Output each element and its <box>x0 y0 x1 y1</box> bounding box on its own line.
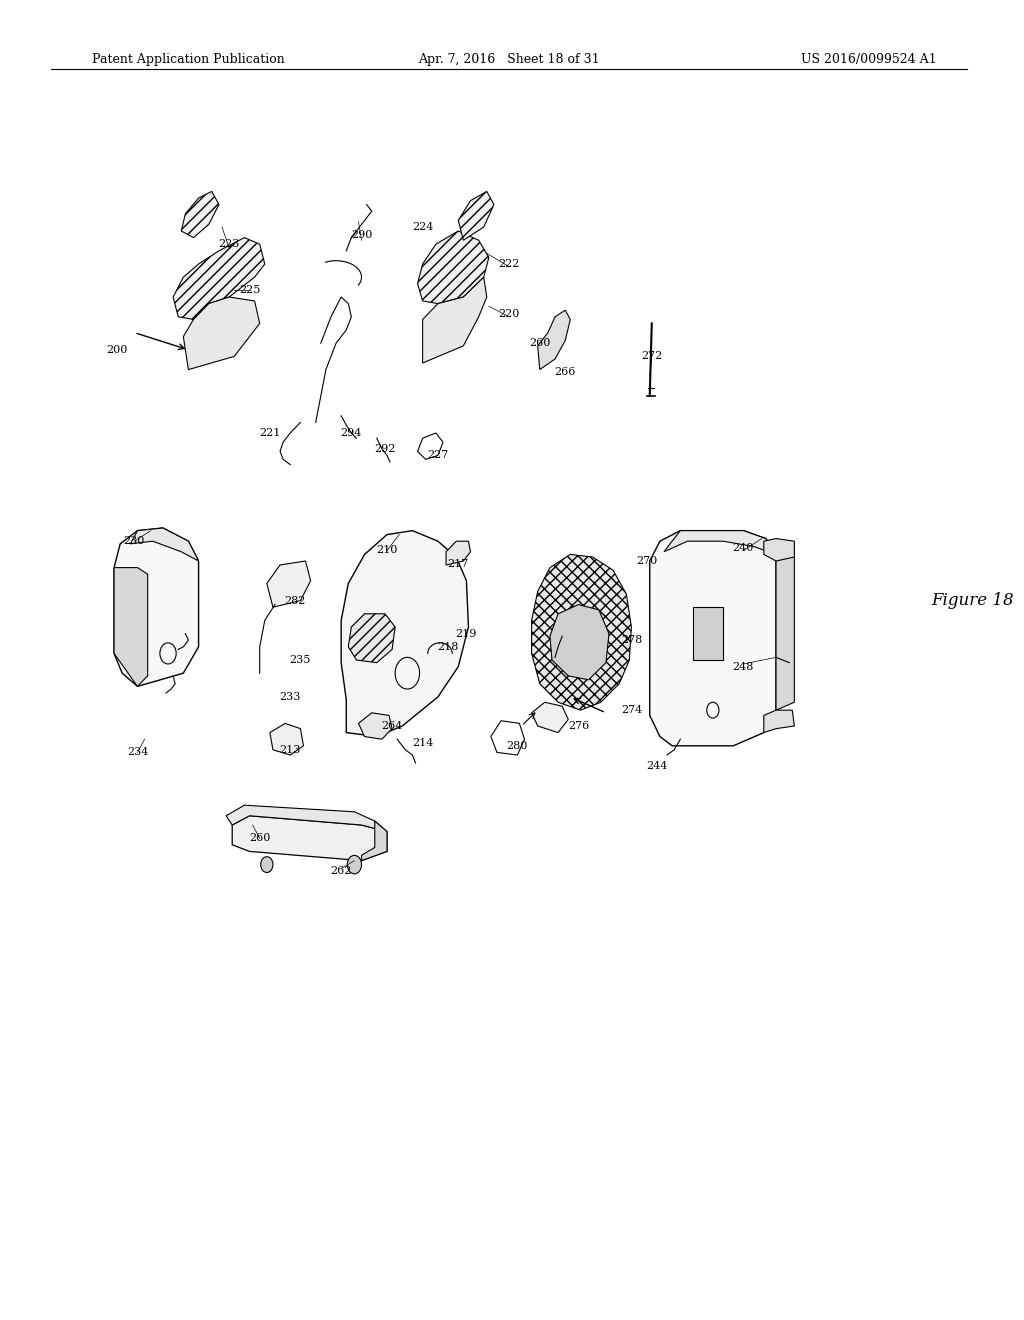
Text: 262: 262 <box>331 866 352 876</box>
Text: 200: 200 <box>106 345 128 355</box>
Polygon shape <box>423 277 486 363</box>
Polygon shape <box>130 528 199 561</box>
Text: 219: 219 <box>456 628 477 639</box>
Text: 276: 276 <box>568 721 589 731</box>
Polygon shape <box>764 539 795 561</box>
Polygon shape <box>270 723 303 755</box>
Text: 266: 266 <box>555 367 575 378</box>
Text: 282: 282 <box>285 595 306 606</box>
Polygon shape <box>183 297 260 370</box>
Text: US 2016/0099524 A1: US 2016/0099524 A1 <box>802 53 937 66</box>
Text: 272: 272 <box>641 351 663 362</box>
Polygon shape <box>764 710 795 733</box>
Text: 235: 235 <box>290 655 311 665</box>
Text: Apr. 7, 2016   Sheet 18 of 31: Apr. 7, 2016 Sheet 18 of 31 <box>419 53 600 66</box>
Text: 234: 234 <box>127 747 148 758</box>
Text: Patent Application Publication: Patent Application Publication <box>92 53 285 66</box>
Text: 260: 260 <box>249 833 270 843</box>
Text: 292: 292 <box>374 444 395 454</box>
Circle shape <box>347 855 361 874</box>
Text: 220: 220 <box>499 309 520 319</box>
Polygon shape <box>181 191 219 238</box>
Polygon shape <box>358 713 392 739</box>
Text: 270: 270 <box>636 556 657 566</box>
Text: 244: 244 <box>646 760 668 771</box>
Polygon shape <box>664 531 776 554</box>
Text: 225: 225 <box>239 285 260 296</box>
Text: 230: 230 <box>124 536 145 546</box>
Text: 222: 222 <box>499 259 520 269</box>
Text: 224: 224 <box>412 222 433 232</box>
Polygon shape <box>114 528 199 686</box>
Text: 280: 280 <box>507 741 528 751</box>
Text: 223: 223 <box>218 239 240 249</box>
Text: 217: 217 <box>447 558 469 569</box>
Polygon shape <box>446 541 470 565</box>
Text: 260: 260 <box>529 338 551 348</box>
Polygon shape <box>776 548 795 710</box>
Polygon shape <box>550 605 609 680</box>
Polygon shape <box>341 531 468 737</box>
Text: Figure 18: Figure 18 <box>931 593 1014 609</box>
Polygon shape <box>226 805 387 832</box>
Text: 214: 214 <box>412 738 433 748</box>
Text: 218: 218 <box>437 642 459 652</box>
Polygon shape <box>114 568 147 686</box>
Polygon shape <box>459 191 494 240</box>
Text: 213: 213 <box>280 744 301 755</box>
Text: 221: 221 <box>259 428 281 438</box>
Text: 210: 210 <box>376 545 397 556</box>
Text: 290: 290 <box>351 230 372 240</box>
Polygon shape <box>173 238 265 319</box>
Polygon shape <box>531 554 632 710</box>
Text: 248: 248 <box>733 661 754 672</box>
Polygon shape <box>418 231 488 304</box>
Text: 233: 233 <box>280 692 301 702</box>
Text: 227: 227 <box>427 450 449 461</box>
Polygon shape <box>361 821 387 861</box>
Polygon shape <box>531 702 568 733</box>
Polygon shape <box>418 433 443 459</box>
Polygon shape <box>490 721 524 755</box>
Text: 278: 278 <box>621 635 642 645</box>
Polygon shape <box>232 816 387 861</box>
Text: 274: 274 <box>621 705 642 715</box>
Polygon shape <box>538 310 570 370</box>
Polygon shape <box>348 614 395 663</box>
Text: 294: 294 <box>341 428 362 438</box>
Text: 240: 240 <box>733 543 754 553</box>
Text: 264: 264 <box>381 721 402 731</box>
Polygon shape <box>267 561 310 607</box>
Circle shape <box>261 857 273 873</box>
Polygon shape <box>650 531 776 746</box>
Polygon shape <box>692 607 723 660</box>
